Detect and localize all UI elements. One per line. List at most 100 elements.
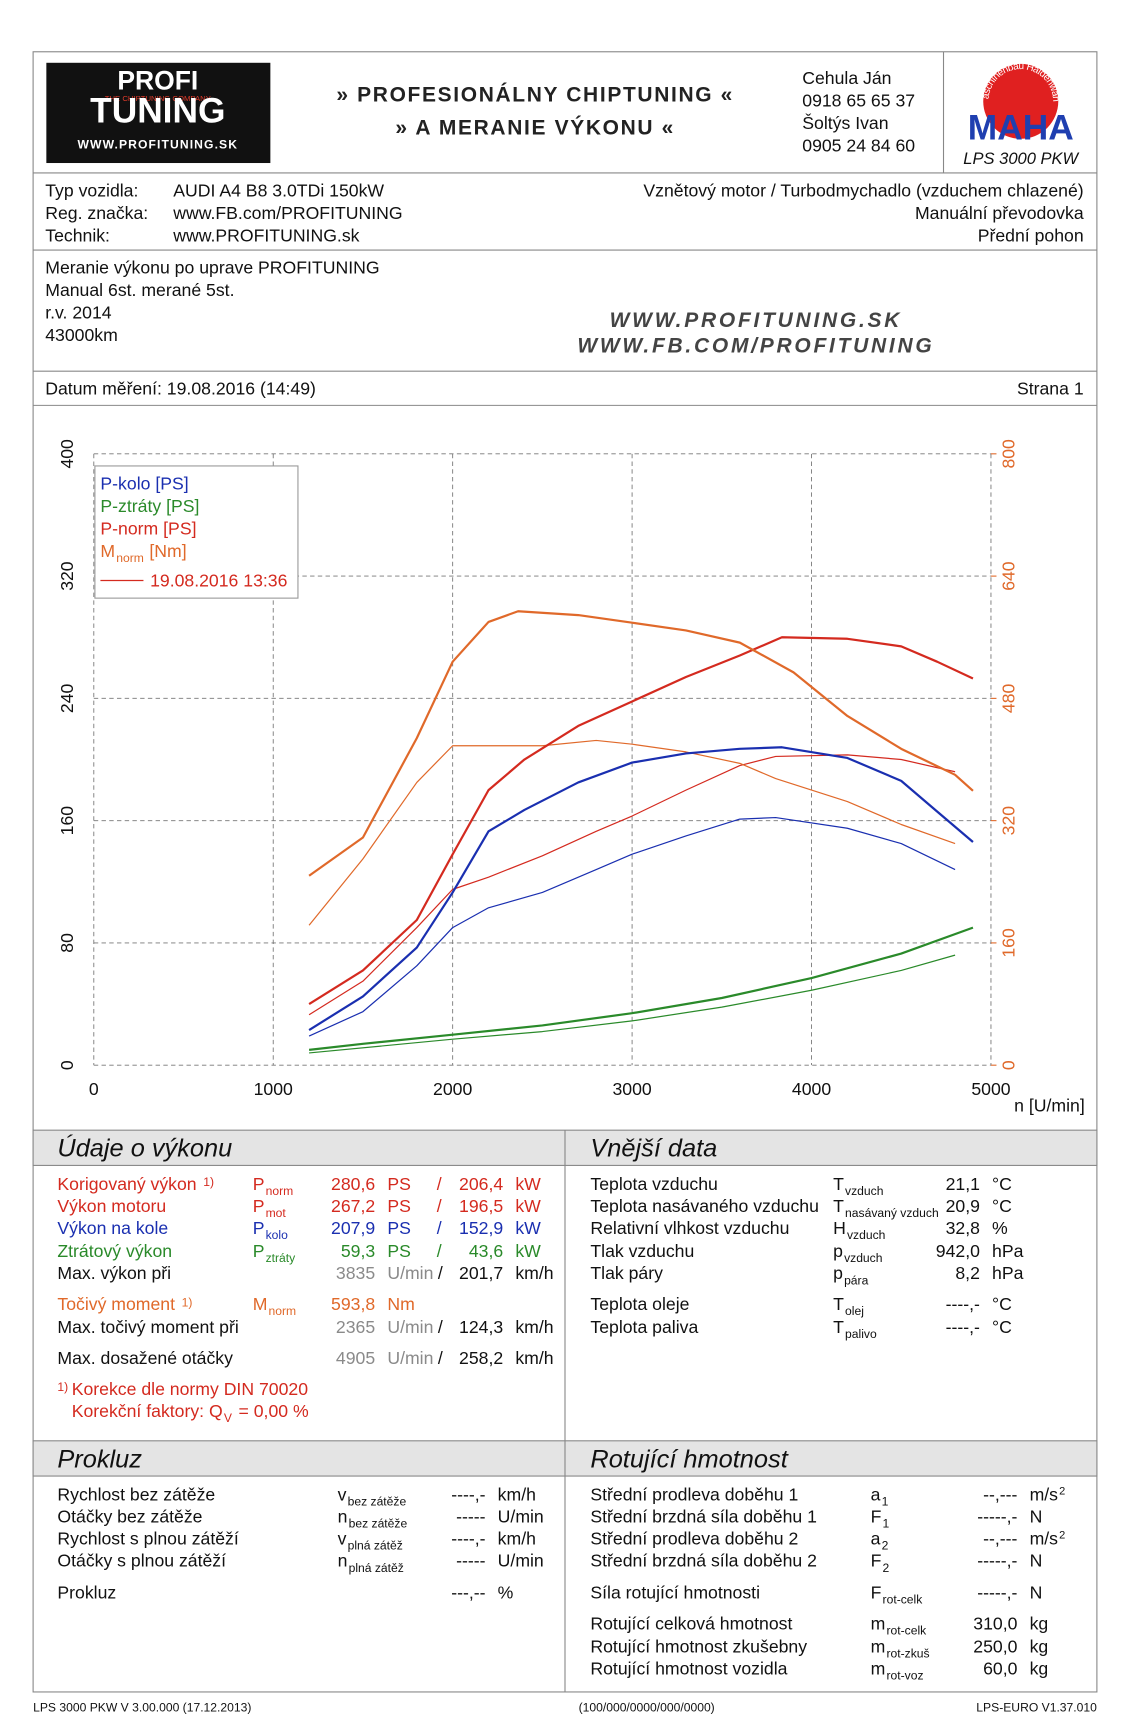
symbol-sub: kolo (266, 1228, 288, 1242)
symbol: P (253, 1196, 265, 1216)
rot-unit: kg (1030, 1637, 1049, 1657)
perf-value: 280,6 (331, 1174, 375, 1194)
x-tick-label: 0 (89, 1079, 99, 1099)
perf-unit: PS (387, 1241, 411, 1261)
url-banner: WWW.PROFITUNING.SK (610, 309, 903, 332)
perf-value: 43,6 (469, 1241, 504, 1261)
footnote-mark: 1) (203, 1175, 214, 1189)
perf-unit: Nm (387, 1294, 414, 1314)
ext-label: Teplota vzduchu (590, 1174, 718, 1194)
perf-value: 2365 (336, 1317, 375, 1337)
separator: / (437, 1196, 442, 1216)
y2-tick-label: 320 (998, 806, 1018, 836)
symbol: T (833, 1294, 844, 1314)
symbol-sub: palivo (845, 1327, 877, 1341)
section-title: Rotující hmotnost (590, 1445, 788, 1473)
logo-tagline: THE CHIPTUNING COMPANY (105, 94, 211, 103)
legend-entry: P-ztráty [PS] (100, 496, 199, 516)
legend-entry: M (100, 541, 115, 561)
symbol-sub: rot-voz (886, 1669, 923, 1683)
logo-text: TUNING (90, 92, 225, 131)
symbol-sub: mot (266, 1206, 287, 1220)
rot-unit: kg (1030, 1613, 1049, 1633)
ext-unit: °C (992, 1294, 1012, 1314)
rot-value: --,--- (983, 1485, 1017, 1505)
ext-unit: hPa (992, 1263, 1024, 1283)
y-tick-label: 320 (57, 561, 77, 591)
data-line (308, 816, 956, 1037)
perf-unit: U/min (387, 1317, 433, 1337)
ext-unit: °C (992, 1317, 1012, 1337)
ext-label: Teplota paliva (590, 1317, 698, 1337)
perf-label: Korigovaný výkon (57, 1174, 196, 1194)
ext-label: Tlak vzduchu (590, 1241, 694, 1261)
perf-unit: PS (387, 1174, 411, 1194)
separator: / (437, 1174, 442, 1194)
field-value: www.FB.com/PROFITUNING (172, 203, 402, 223)
symbol: T (833, 1317, 844, 1337)
rot-label: Rotující hmotnost vozidla (590, 1659, 787, 1679)
rot-label: Střední prodleva doběhu 2 (590, 1529, 798, 1549)
rot-label: Střední brzdná síla doběhu 1 (590, 1507, 817, 1527)
perf-label: Výkon motoru (57, 1196, 166, 1216)
ext-value: 8,2 (955, 1263, 980, 1283)
contact: Cehula Ján (802, 68, 891, 88)
logo-text: PROFI (117, 66, 198, 96)
perf-unit: km/h (515, 1348, 553, 1368)
slip-value: ---,-- (451, 1583, 485, 1603)
rot-label: Střední brzdná síla doběhu 2 (590, 1551, 817, 1571)
footer-text: LPS-EURO V1.37.010 (976, 1701, 1097, 1715)
rot-unit: m/s (1030, 1529, 1059, 1549)
symbol-sub: 2 (883, 1561, 890, 1575)
symbol: p (833, 1241, 843, 1261)
x-tick-label: 4000 (792, 1079, 831, 1099)
footnote-mark: 1) (182, 1295, 193, 1309)
perf-unit: kW (515, 1218, 541, 1238)
maha-circle (983, 63, 1059, 139)
slip-unit: U/min (498, 1551, 544, 1571)
perf-unit: PS (387, 1196, 411, 1216)
symbol: P (253, 1241, 265, 1261)
perf-unit: km/h (515, 1317, 553, 1337)
legend-box (94, 465, 299, 599)
footnote-sub: V (224, 1411, 233, 1425)
footnote: Korekce dle normy DIN 70020 (72, 1379, 309, 1399)
data-line (308, 739, 956, 926)
separator: / (437, 1241, 442, 1261)
symbol-sub: rot-celk (886, 1624, 927, 1638)
symbol: P (253, 1218, 265, 1238)
symbol-sub: norm (266, 1184, 294, 1198)
y-tick-label: 240 (57, 683, 77, 713)
symbol: m (871, 1637, 886, 1657)
perf-value: 59,3 (341, 1241, 376, 1261)
rot-label: Síla rotující hmotnosti (590, 1583, 760, 1603)
unit-sup: 2 (1059, 1529, 1065, 1541)
measure-date: Datum měření: 19.08.2016 (14:49) (45, 379, 316, 399)
symbol-sub: ztráty (266, 1251, 297, 1265)
perf-value: 593,8 (331, 1294, 375, 1314)
data-line (308, 636, 974, 1005)
ext-unit: °C (992, 1174, 1012, 1194)
ext-value: 942,0 (936, 1241, 980, 1261)
legend-entry: P-kolo [PS] (100, 473, 188, 493)
contact: 0905 24 84 60 (802, 136, 915, 156)
rot-label: Rotující celková hmotnost (590, 1613, 792, 1633)
x-tick-label: 2000 (433, 1079, 472, 1099)
perf-label: Výkon na kole (57, 1218, 168, 1238)
ext-value: 21,1 (946, 1174, 980, 1194)
unit-sup: 2 (1059, 1485, 1065, 1497)
perf-value: 201,7 (459, 1263, 503, 1283)
section-title: Údaje o výkonu (57, 1134, 232, 1163)
rot-label: Střední prodleva doběhu 1 (590, 1485, 798, 1505)
logo-url: WWW.PROFITUNING.SK (78, 138, 239, 152)
perf-label: Max. dosažené otáčky (57, 1348, 233, 1368)
symbol-sub: olej (845, 1304, 864, 1318)
slip-label: Otáčky bez zátěže (57, 1507, 202, 1527)
field-value: AUDI A4 B8 3.0TDi 150kW (173, 180, 384, 200)
contact: 0918 65 65 37 (802, 91, 915, 111)
maha-logo: MAHA (968, 108, 1074, 147)
separator: / (438, 1317, 443, 1337)
slogan: » A MERANIE VÝKONU « (395, 115, 675, 139)
